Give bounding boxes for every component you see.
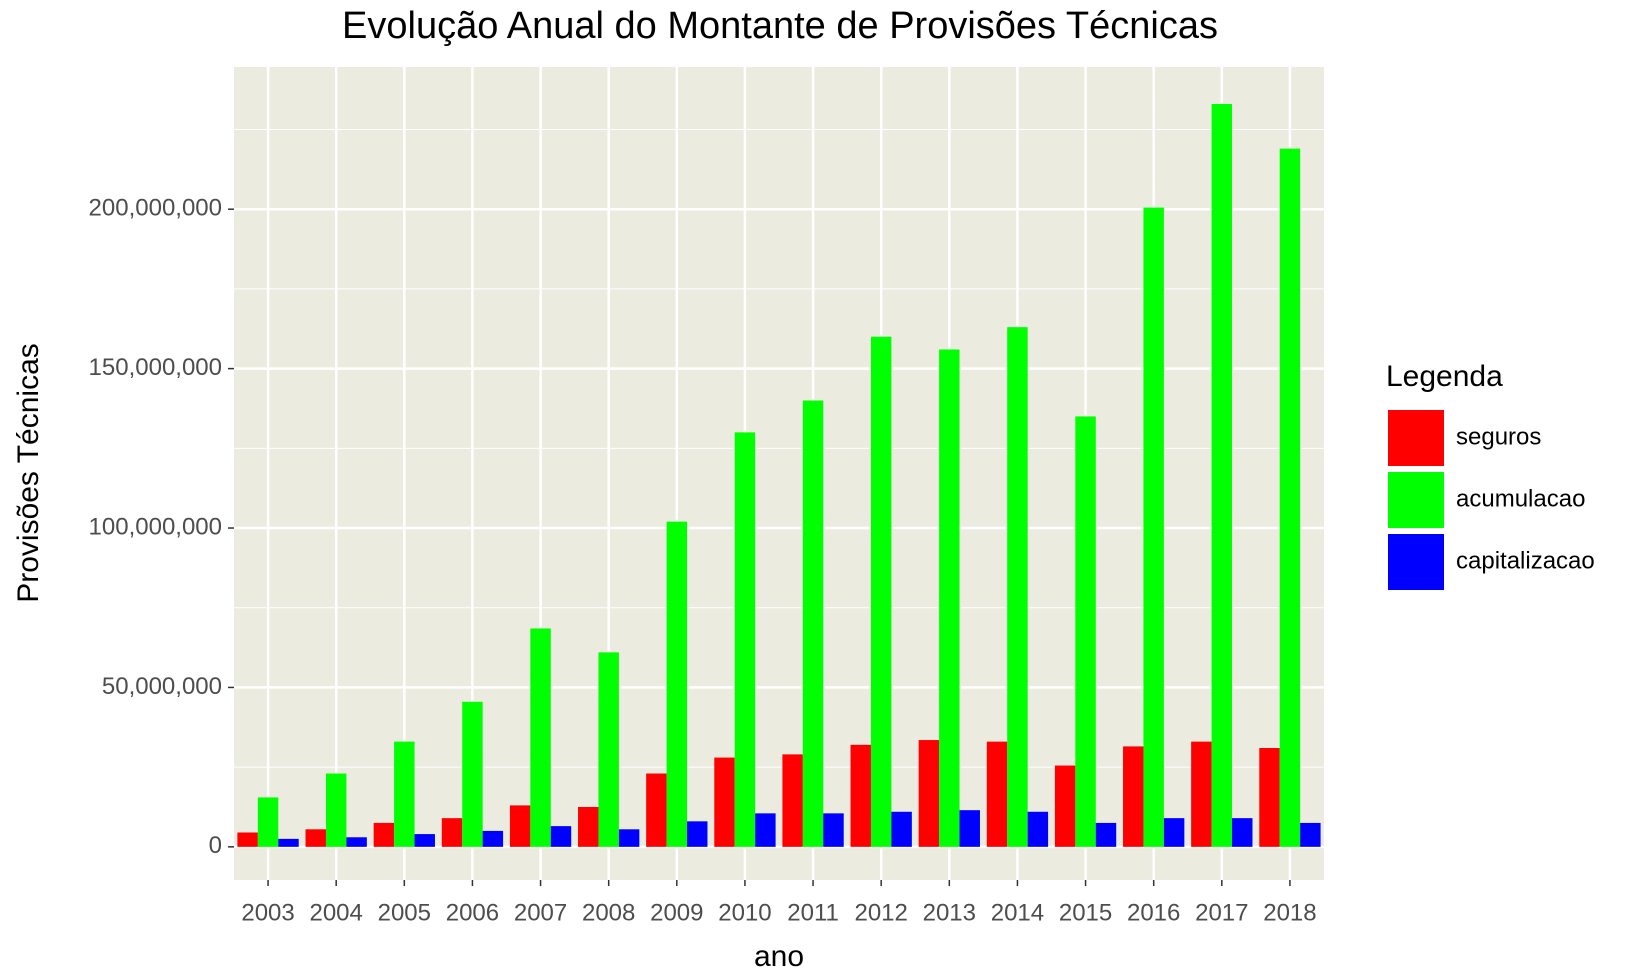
bar: [1163, 818, 1185, 847]
x-tick-label: 2016: [1127, 899, 1180, 926]
bar: [714, 757, 735, 847]
y-axis-label: Provisões Técnicas: [12, 343, 45, 603]
bar: [278, 838, 299, 847]
y-tick-label: 100,000,000: [89, 513, 222, 540]
x-tick-label: 2014: [991, 899, 1044, 926]
x-tick-label: 2010: [718, 899, 771, 926]
bar: [1211, 103, 1233, 847]
bar: [530, 628, 551, 847]
bar: [870, 336, 892, 847]
bar: [687, 821, 708, 847]
bar: [1259, 748, 1280, 847]
x-tick-label: 2006: [446, 899, 499, 926]
y-tick-label: 150,000,000: [89, 354, 222, 381]
x-tick-label: 2007: [514, 899, 567, 926]
legend-title: Legenda: [1386, 360, 1503, 393]
x-tick-label: 2003: [241, 899, 294, 926]
legend-label: acumulacao: [1456, 485, 1585, 512]
bar: [1027, 811, 1049, 847]
bar: [666, 521, 688, 847]
y-tick-label: 200,000,000: [89, 195, 222, 222]
bar: [1075, 416, 1096, 847]
bar: [237, 832, 258, 847]
bar: [394, 741, 415, 847]
bar: [325, 773, 347, 847]
bar: [1232, 818, 1253, 847]
bar: [257, 797, 279, 847]
x-tick-label: 2017: [1195, 899, 1248, 926]
bar: [891, 811, 912, 847]
bar: [1007, 327, 1028, 847]
bar: [986, 741, 1008, 847]
bar: [509, 805, 531, 847]
legend-key: [1388, 534, 1444, 590]
x-tick-label: 2013: [923, 899, 976, 926]
bar: [618, 829, 640, 847]
bar: [482, 830, 504, 847]
bar: [1300, 822, 1321, 847]
bar: [734, 432, 756, 847]
x-tick-label: 2008: [582, 899, 635, 926]
y-tick-label: 0: [209, 832, 222, 859]
bar: [1143, 207, 1164, 847]
bar: [802, 400, 824, 847]
bar: [598, 652, 619, 847]
x-axis-label: ano: [754, 940, 804, 973]
x-tick-label: 2018: [1263, 899, 1316, 926]
bar: [1123, 746, 1144, 847]
bar: [462, 701, 483, 847]
bar: [305, 829, 326, 847]
bar: [1054, 765, 1076, 847]
x-tick-label: 2012: [854, 899, 907, 926]
x-tick-label: 2005: [378, 899, 431, 926]
bar: [441, 818, 463, 847]
bar: [646, 773, 667, 847]
bar: [373, 822, 395, 847]
bar: [1095, 822, 1117, 847]
bar: [939, 349, 960, 847]
bar: [918, 740, 940, 847]
bar: [1279, 148, 1301, 847]
bar: [959, 810, 980, 847]
bar: [550, 826, 572, 847]
x-tick-label: 2009: [650, 899, 703, 926]
bar: [850, 744, 871, 847]
bar: [823, 813, 844, 847]
legend-label: seguros: [1456, 423, 1541, 450]
x-tick-label: 2011: [787, 899, 839, 926]
legend-key: [1388, 472, 1444, 528]
legend-key: [1388, 410, 1444, 466]
bar: [782, 754, 803, 847]
chart-title: Evolução Anual do Montante de Provisões …: [342, 5, 1218, 47]
x-tick-label: 2004: [309, 899, 362, 926]
y-tick-label: 50,000,000: [102, 673, 222, 700]
legend-label: capitalizacao: [1456, 547, 1595, 574]
bar: [1191, 741, 1212, 847]
plot-panel: [234, 67, 1324, 880]
x-tick-label: 2015: [1059, 899, 1112, 926]
bar: [346, 837, 367, 847]
bar: [414, 834, 435, 847]
bar: [755, 813, 776, 847]
bar: [578, 806, 599, 847]
